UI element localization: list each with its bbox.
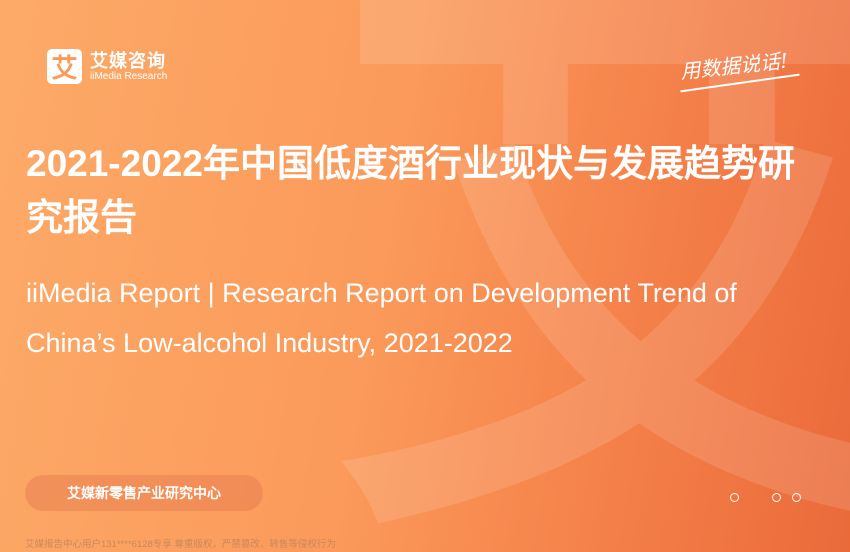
department-badge: 艾媒新零售产业研究中心 (25, 475, 263, 511)
watermark-glyph: 艾 (330, 0, 850, 552)
report-title: 2021-2022年中国低度酒行业现状与发展趋势研究报告 (26, 143, 795, 238)
logo: 艾 艾媒咨询 iiMedia Research (47, 49, 167, 84)
circle-icon (772, 493, 781, 502)
logo-name-en: iiMedia Research (90, 70, 168, 82)
logo-name-cn: 艾媒咨询 (90, 50, 166, 71)
circle-icon (730, 493, 739, 502)
circle-icon (792, 493, 801, 502)
logo-mark: 艾 (47, 49, 82, 84)
copyright-notice: 艾媒报告中心用户131****6128专享 尊重版权，严禁篡改、转售等侵权行为 (25, 539, 336, 550)
report-subtitle: iiMedia Report | Research Report on Deve… (26, 278, 737, 358)
